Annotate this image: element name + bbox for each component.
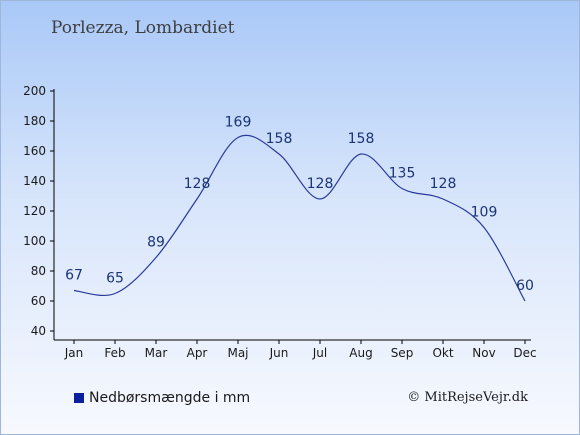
x-tick-label: Mar: [145, 346, 168, 360]
data-label: 67: [65, 268, 83, 284]
y-tick-label: 60: [31, 294, 46, 308]
y-tick-label: 200: [23, 84, 46, 98]
data-label: 65: [106, 271, 124, 287]
x-tick-label: Aug: [349, 346, 372, 360]
series-line: [73, 134, 526, 302]
x-tick-label: Maj: [227, 346, 248, 360]
chart-title: Porlezza, Lombardiet: [51, 18, 235, 38]
x-tick-label: Apr: [187, 346, 208, 360]
x-tick-label: Nov: [472, 346, 495, 360]
legend: Nedbørsmængde i mm: [74, 390, 250, 406]
x-tick-label: Jun: [269, 346, 289, 360]
y-tick-label: 120: [23, 204, 46, 218]
legend-swatch-icon: [74, 393, 84, 403]
data-label: 169: [225, 115, 252, 131]
data-label: 135: [389, 166, 416, 182]
x-tick-label: Feb: [104, 346, 125, 360]
x-tick-label: Dec: [513, 346, 536, 360]
data-label: 128: [430, 176, 457, 192]
legend-label: Nedbørsmængde i mm: [89, 390, 251, 406]
y-tick-label: 160: [23, 144, 46, 158]
x-tick-label: Sep: [391, 346, 414, 360]
data-label: 158: [348, 131, 375, 147]
data-label: 89: [147, 235, 165, 251]
data-label: 128: [307, 176, 334, 192]
x-tick-label: Jul: [312, 346, 327, 360]
x-tick-label: Jan: [64, 346, 84, 360]
data-label: 109: [471, 205, 498, 221]
y-tick-label: 80: [31, 264, 46, 278]
y-tick-label: 180: [23, 114, 46, 128]
y-tick-label: 40: [31, 324, 46, 338]
data-label: 158: [266, 131, 293, 147]
data-label: 60: [516, 278, 534, 294]
y-tick-label: 100: [23, 234, 46, 248]
credit-text: © MitRejseVejr.dk: [407, 390, 528, 405]
y-tick-label: 140: [23, 174, 46, 188]
x-tick-label: Okt: [432, 346, 453, 360]
data-label: 128: [184, 176, 211, 192]
